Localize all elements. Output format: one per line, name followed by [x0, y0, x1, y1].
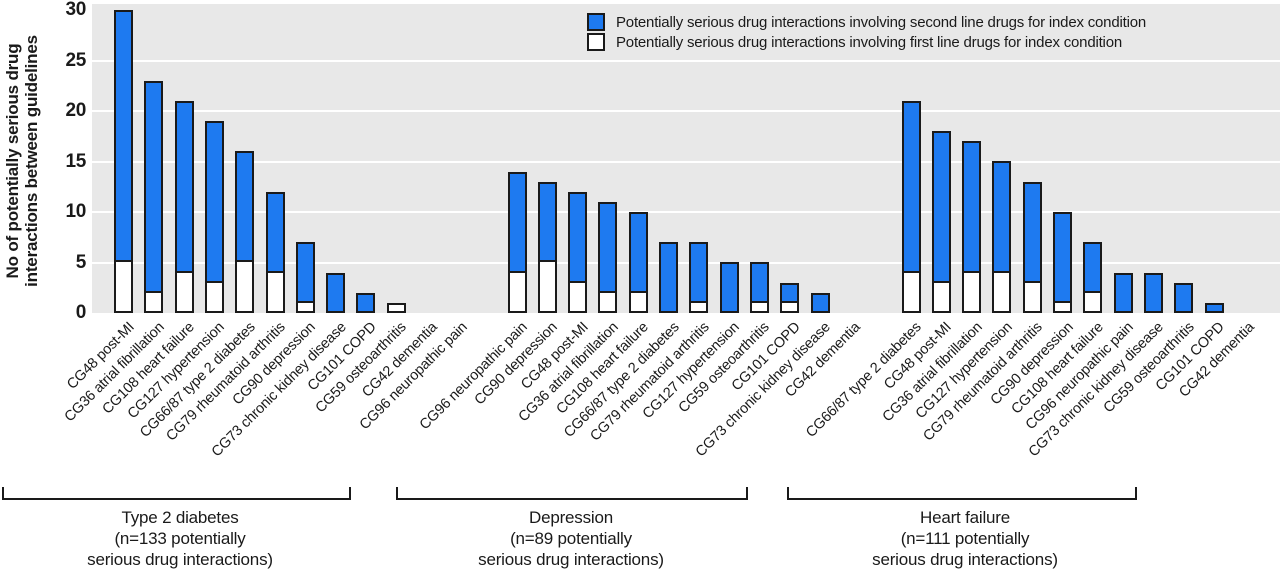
bar-segment-first-line [267, 271, 283, 311]
group-caption-line: Depression [529, 508, 613, 527]
group-caption-line: serious drug interactions) [478, 550, 664, 569]
bar-cg36-atrial-fibrillation [598, 202, 618, 313]
y-tick-label-0: 0 [75, 302, 87, 323]
bar-cg101-copd [780, 283, 800, 313]
legend-swatch-first-line-icon [587, 33, 605, 51]
bar-cg101-copd [1204, 303, 1224, 313]
bar-segment-first-line [903, 271, 919, 311]
group-bracket-2 [396, 487, 748, 500]
bar-segment-first-line [964, 271, 980, 311]
bar-segment-first-line [1085, 291, 1101, 311]
gridline-25 [92, 59, 1280, 62]
y-axis-title-line2: interactions between guidelines [22, 35, 41, 287]
group-caption-3: Heart failure (n=111 potentially serious d… [785, 507, 1145, 570]
bar-cg59-osteoarthritis [1174, 283, 1194, 313]
gridline-10 [92, 211, 1280, 213]
bar-cg108-heart-failure [174, 101, 194, 313]
group-caption-1: Type 2 diabetes (n=133 potentially serious… [0, 507, 360, 570]
legend-item-first_line: Potentially serious drug interactions in… [587, 32, 1146, 52]
bar-segment-first-line [1024, 281, 1040, 311]
bar-cg48-post-mi [568, 192, 588, 313]
y-tick-label-10: 10 [65, 201, 86, 222]
group-caption-line: Heart failure [920, 508, 1010, 527]
y-tick-label-5: 5 [75, 251, 87, 273]
bar-segment-first-line [691, 301, 707, 311]
bar-cg66-87-type-2-diabetes [659, 242, 678, 313]
bar-cg108-heart-failure [1083, 242, 1103, 313]
bar-cg90-depression [295, 242, 315, 313]
bar-segment-first-line [206, 281, 222, 311]
bar-segment-first-line [509, 271, 525, 311]
bar-cg36-atrial-fibrillation [144, 81, 164, 313]
bar-segment-first-line [994, 271, 1010, 311]
gridline-20 [92, 110, 1280, 112]
y-axis-title-line1: No of potentially serious drug [3, 43, 22, 279]
y-axis-title: No of potentially serious drug interacti… [3, 0, 41, 331]
gridline-15 [92, 160, 1280, 163]
legend-swatch-second-line-icon [587, 13, 605, 31]
bar-segment-first-line [630, 291, 646, 311]
legend-label-second_line: Potentially serious drug interactions in… [616, 13, 1146, 31]
bar-segment-first-line [176, 271, 192, 311]
bar-segment-first-line [539, 260, 555, 311]
y-tick-label-30: 30 [65, 0, 86, 20]
group-caption-line: serious drug interactions) [872, 550, 1058, 569]
bar-cg90-depression [1053, 212, 1072, 313]
bar-cg108-heart-failure [628, 212, 648, 313]
bar-cg79-rheumatoid-arthritis [265, 192, 285, 313]
bar-cg59-osteoarthritis [386, 303, 406, 313]
bar-segment-first-line [782, 301, 798, 311]
bar-cg36-atrial-fibrillation [962, 141, 982, 313]
bar-cg79-rheumatoid-arthritis [689, 242, 709, 313]
bar-segment-first-line [600, 291, 616, 311]
group-caption-line: serious drug interactions) [87, 550, 273, 569]
bar-segment-first-line [297, 301, 313, 311]
bar-cg90-depression [537, 182, 557, 313]
legend-item-second_line: Potentially serious drug interactions in… [587, 12, 1146, 32]
bar-cg59-osteoarthritis [749, 262, 769, 313]
chart-legend: Potentially serious drug interactions in… [587, 12, 1146, 52]
bar-segment-first-line [751, 301, 767, 311]
bar-cg48-post-mi [114, 10, 133, 313]
bar-cg96-neuropathic-pain [1113, 273, 1133, 313]
y-tick-label-25: 25 [65, 49, 86, 71]
plot-area [92, 4, 1280, 313]
bar-cg79-rheumatoid-arthritis [1022, 182, 1042, 313]
bar-segment-first-line [237, 260, 253, 311]
group-bracket-3 [787, 487, 1137, 500]
bar-segment-first-line [570, 281, 586, 311]
bar-cg127-hypertension [204, 121, 224, 313]
bar-cg127-hypertension [719, 262, 739, 313]
group-bracket-1 [2, 487, 351, 500]
group-caption-2: Depression (n=89 potentially serious drug … [391, 507, 751, 570]
gridline-5 [92, 261, 1280, 264]
bar-cg73-chronic-kidney-disease [810, 293, 830, 313]
group-caption-line: (n=133 potentially [114, 529, 246, 548]
bar-cg73-chronic-kidney-disease [326, 273, 346, 313]
bar-cg66-87-type-2-diabetes [235, 151, 255, 313]
legend-label-first_line: Potentially serious drug interactions in… [616, 33, 1122, 51]
bar-cg66-87-type-2-diabetes [901, 101, 921, 313]
y-tick-label-15: 15 [65, 150, 86, 172]
group-caption-line: (n=89 potentially [510, 529, 632, 548]
bar-cg73-chronic-kidney-disease [1143, 273, 1163, 313]
bar-segment-first-line [1055, 301, 1070, 311]
bar-cg127-hypertension [992, 161, 1012, 313]
bar-cg96-neuropathic-pain [507, 172, 527, 313]
group-caption-line: (n=111 potentially [900, 529, 1030, 548]
group-caption-line: Type 2 diabetes [121, 508, 239, 527]
bar-segment-first-line [933, 281, 949, 311]
bar-segment-first-line [116, 260, 131, 311]
bar-cg101-copd [356, 293, 376, 313]
bar-cg48-post-mi [931, 131, 951, 313]
bar-segment-first-line [146, 291, 162, 311]
y-tick-label-20: 20 [65, 100, 86, 121]
